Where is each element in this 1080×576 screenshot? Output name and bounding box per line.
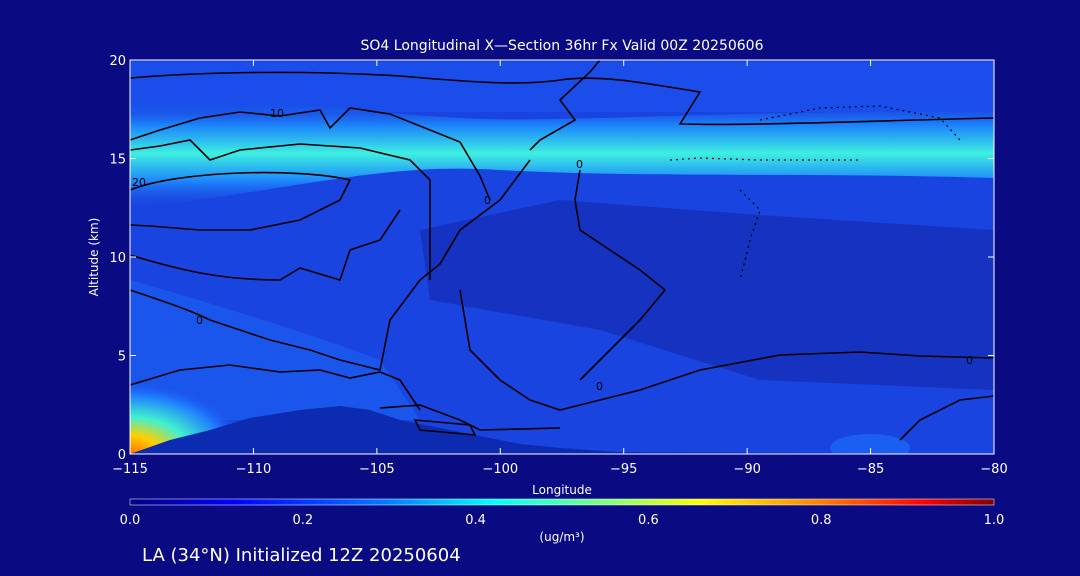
colorbar-tick-label: 0.4	[465, 513, 486, 528]
x-tick-label: −80	[980, 462, 1007, 477]
colorbar-gradient	[129, 498, 995, 506]
x-tick-label: −90	[733, 462, 760, 477]
colorbar-tick-label: 1.0	[984, 513, 1005, 528]
contour-line	[899, 395, 994, 441]
contour-line	[759, 105, 961, 141]
x-tick-label: −115	[112, 462, 148, 477]
contour-line	[130, 71, 994, 126]
contour-label: 20	[132, 176, 146, 189]
contour-line	[413, 419, 477, 436]
contour-label: 0	[196, 314, 203, 327]
y-tick-label: 20	[109, 54, 126, 69]
y-axis: 0 5 10 15 20	[109, 54, 994, 463]
x-axis-title: Longitude	[532, 483, 592, 497]
contour-line	[130, 159, 531, 371]
x-tick-label: −100	[482, 462, 518, 477]
y-tick-label: 10	[109, 251, 126, 266]
chart-title: SO4 Longitudinal X—Section 36hr Fx Valid…	[361, 38, 764, 54]
y-axis-title: Altitude (km)	[87, 218, 101, 297]
colorbar: 0.0 0.2 0.4 0.6 0.8 1.0 (ug/m³)	[120, 498, 1005, 544]
plot-area: 10 20 0 0 0 0 0	[130, 60, 994, 454]
contour-line	[379, 404, 561, 431]
colorbar-ticks: 0.0 0.2 0.4 0.6 0.8 1.0	[120, 513, 1005, 528]
contour-labels: 10 20 0 0 0 0 0	[132, 107, 973, 393]
y-tick-label: 15	[109, 153, 126, 168]
x-tick-label: −105	[359, 462, 395, 477]
x-tick-label: −95	[610, 462, 637, 477]
y-tick-label: 5	[118, 350, 126, 365]
colorbar-tick-label: 0.6	[638, 513, 659, 528]
terrain	[130, 406, 994, 454]
x-tick-label: −110	[236, 462, 272, 477]
contour-line	[459, 289, 994, 411]
stratospheric-layer	[130, 99, 994, 208]
contour-label: 10	[270, 107, 284, 120]
colorbar-tick-label: 0.8	[811, 513, 832, 528]
contour-line	[130, 107, 491, 201]
initialization-text: LA (34°N) Initialized 12Z 20250604	[142, 545, 461, 566]
x-tick-label: −85	[857, 462, 884, 477]
contour-line	[130, 171, 352, 231]
contour-line	[130, 139, 431, 280]
contour-line	[130, 209, 401, 281]
contour-line	[574, 169, 667, 381]
x-axis: −115 −110 −105 −100 −95 −90 −85 −80	[112, 60, 1008, 477]
surface-plume	[520, 424, 660, 454]
surface-plume-east	[830, 434, 910, 454]
contour-label: 0	[966, 354, 973, 367]
contour-line	[529, 60, 601, 151]
low-concentration-region	[420, 200, 994, 390]
y-tick-label: 0	[118, 448, 126, 463]
contour-label: 0	[596, 380, 603, 393]
contour-line	[130, 364, 421, 411]
contour-label: 0	[576, 158, 583, 171]
dashed-contours	[669, 105, 961, 281]
colorbar-tick-label: 0.2	[292, 513, 313, 528]
colorbar-units: (ug/m³)	[539, 530, 584, 544]
contour-line	[669, 157, 860, 161]
contour-label: 0	[484, 194, 491, 207]
contours	[130, 60, 994, 441]
colorbar-tick-label: 0.0	[120, 513, 141, 528]
